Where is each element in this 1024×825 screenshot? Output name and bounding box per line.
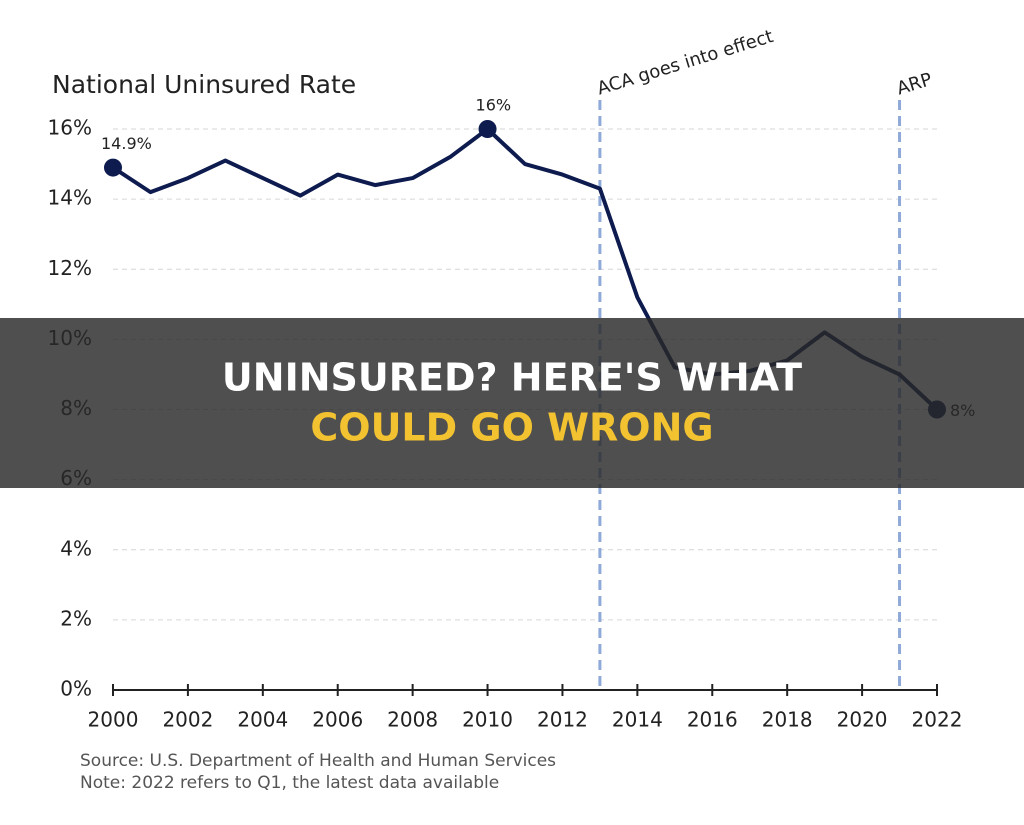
y-tick-label: 2% bbox=[60, 606, 92, 630]
x-tick-label: 2014 bbox=[612, 708, 663, 732]
x-tick-label: 2000 bbox=[88, 708, 139, 732]
data-label: 16% bbox=[476, 96, 512, 115]
point bbox=[478, 120, 497, 138]
chart-title: National Uninsured Rate bbox=[52, 70, 356, 99]
y-tick-label: 4% bbox=[60, 536, 92, 560]
point bbox=[104, 158, 122, 177]
x-tick-label: 2010 bbox=[462, 708, 513, 732]
x-tick-label: 2004 bbox=[237, 708, 288, 732]
x-tick-label: 2002 bbox=[162, 708, 213, 732]
banner-line: COULD GO WRONG bbox=[310, 406, 713, 450]
y-tick-label: 16% bbox=[48, 116, 92, 140]
x-tick-label: 2016 bbox=[687, 708, 738, 732]
x-tick-label: 2022 bbox=[912, 708, 963, 732]
source: Source: U.S. Department of Health and Hu… bbox=[80, 751, 556, 771]
x-tick-label: 2020 bbox=[837, 708, 888, 732]
x-tick-label: 2012 bbox=[537, 708, 588, 732]
y-tick-label: 0% bbox=[60, 677, 92, 701]
data-label: 14.9% bbox=[101, 134, 152, 153]
x-tick-label: 2018 bbox=[762, 708, 813, 732]
x-tick-label: 2008 bbox=[387, 708, 438, 732]
banner-line: UNINSURED? HERE'S WHAT bbox=[222, 356, 802, 400]
note: Note: 2022 refers to Q1, the latest data… bbox=[80, 773, 499, 793]
y-tick-label: 14% bbox=[48, 186, 92, 210]
x-tick-label: 2006 bbox=[312, 708, 363, 732]
banner bbox=[0, 318, 1024, 488]
y-tick-label: 12% bbox=[48, 256, 92, 280]
